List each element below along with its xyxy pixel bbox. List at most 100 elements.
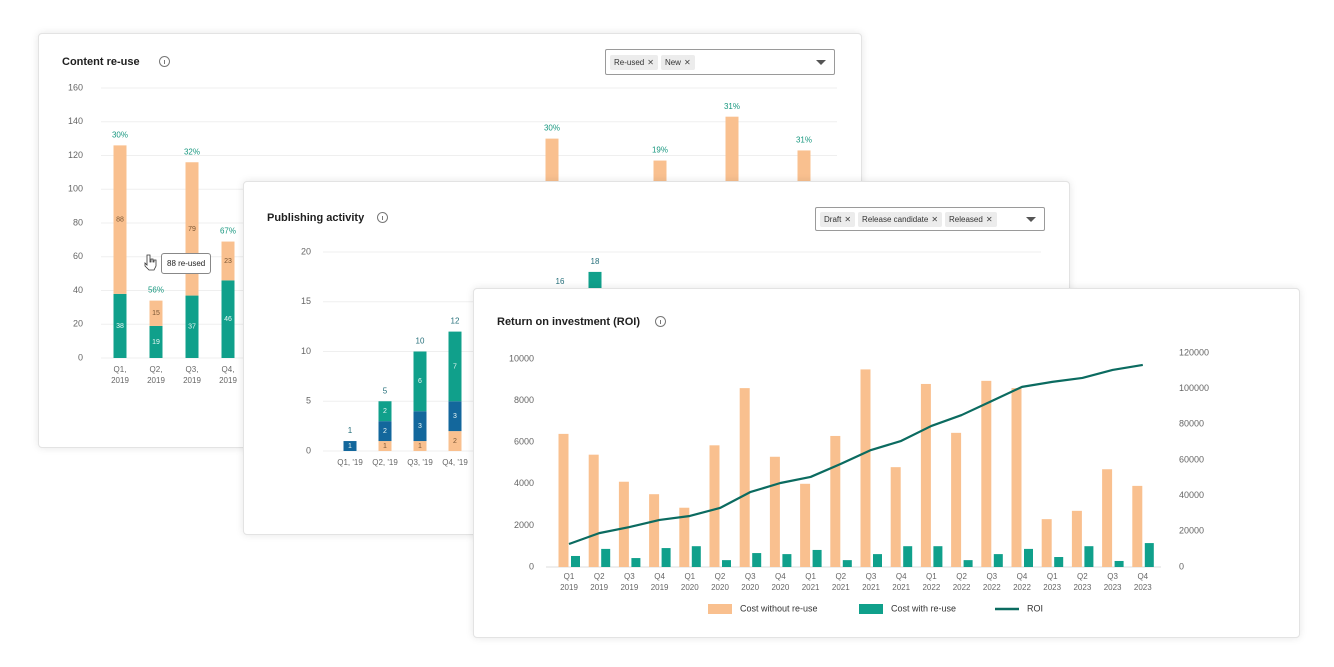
x-tick-label: Q1, '19 — [337, 458, 363, 467]
segment-label: 1 — [383, 443, 387, 450]
filter-chip[interactable]: New ✕ — [660, 54, 695, 70]
bar-segment — [413, 411, 427, 442]
y-tick-label: 0 — [78, 352, 83, 362]
bar — [1024, 548, 1033, 567]
bar — [933, 546, 943, 567]
filter-chip[interactable]: Draft ✕ — [820, 211, 856, 227]
segment-label: 2 — [383, 428, 387, 435]
remove-icon[interactable]: ✕ — [647, 57, 654, 67]
bar — [769, 456, 780, 567]
bar — [800, 483, 811, 567]
bar-top-label: 31% — [724, 102, 740, 111]
x-tick-label: Q3 2021 — [862, 572, 880, 592]
x-tick-label: Q2 2020 — [711, 572, 729, 592]
x-tick-label: Q4, 2019 — [219, 365, 237, 385]
bar-top-label: 31% — [796, 136, 812, 145]
y-tick-label: 0 — [306, 445, 311, 455]
segment-label: 46 — [224, 316, 232, 323]
info-icon[interactable] — [159, 56, 170, 67]
chart-title: Publishing activity — [267, 212, 365, 224]
bar — [981, 380, 992, 567]
bar — [631, 558, 641, 567]
bar — [1132, 485, 1143, 567]
legend-label: ROI — [1027, 603, 1043, 613]
x-tick-label: Q2, 2019 — [147, 365, 165, 385]
bar-top-label: 12 — [451, 317, 460, 326]
bar — [951, 432, 962, 567]
segment-label: 1 — [418, 443, 422, 450]
tooltip: 88 re-used — [161, 253, 212, 274]
bar — [1054, 557, 1064, 567]
x-tick-label: Q1 2021 — [801, 572, 820, 592]
info-icon[interactable] — [655, 316, 666, 327]
filter-select[interactable]: Draft ✕ Release candidate ✕ Released ✕ — [815, 207, 1045, 231]
bar-segment — [448, 431, 462, 451]
bar-top-label: 32% — [184, 147, 200, 156]
y2-tick-label: 60000 — [1179, 454, 1204, 464]
y-tick-label: 8000 — [514, 395, 534, 405]
bar — [860, 369, 871, 567]
segment-label: 79 — [188, 226, 196, 233]
y-tick-label: 60 — [73, 251, 83, 261]
bar — [1144, 543, 1154, 567]
y-tick-label: 40 — [73, 285, 83, 295]
y-tick-label: 4000 — [514, 478, 534, 488]
bar-segment — [413, 351, 427, 412]
bar — [830, 435, 841, 567]
bar-segment — [221, 280, 235, 358]
segment-label: 2 — [453, 438, 457, 445]
y2-tick-label: 20000 — [1179, 526, 1204, 536]
x-tick-label: Q2 2021 — [831, 572, 850, 592]
info-icon[interactable] — [377, 212, 388, 223]
x-tick-label: Q3 2023 — [1103, 572, 1122, 592]
y-tick-label: 0 — [529, 561, 534, 571]
y-tick-label: 6000 — [514, 437, 534, 447]
y-tick-label: 5 — [306, 396, 311, 406]
filter-chip[interactable]: Release candidate ✕ — [858, 211, 943, 227]
bar-top-label: 16 — [556, 277, 565, 286]
filter-chip[interactable]: Re-used ✕ — [610, 54, 658, 70]
remove-icon[interactable]: ✕ — [931, 214, 939, 224]
segment-label: 7 — [453, 363, 457, 370]
segment-label: 88 — [116, 216, 124, 223]
chart-title: Return on investment (ROI) — [497, 316, 641, 328]
filter-chip[interactable]: Released ✕ — [945, 211, 997, 227]
remove-icon[interactable]: ✕ — [683, 57, 691, 67]
bar — [709, 445, 720, 567]
segment-label: 3 — [418, 423, 422, 430]
remove-icon[interactable]: ✕ — [844, 214, 852, 224]
bar-segment — [113, 293, 127, 358]
bar — [890, 467, 901, 567]
x-tick-label: Q4 2019 — [650, 572, 669, 592]
filter-select[interactable]: Re-used ✕ New ✕ — [605, 49, 835, 75]
x-tick-label: Q4 2020 — [771, 572, 790, 592]
bar — [782, 554, 792, 567]
x-tick-label: Q3 2019 — [620, 572, 639, 592]
bar-segment — [378, 401, 392, 422]
x-tick-label: Q1 2022 — [922, 572, 941, 592]
bar — [873, 554, 882, 567]
x-tick-label: Q1, 2019 — [111, 365, 129, 385]
bar-segment — [378, 441, 392, 451]
bar — [752, 553, 762, 567]
bar-segment — [113, 145, 127, 294]
remove-icon[interactable]: ✕ — [985, 214, 993, 224]
y-tick-label: 20 — [301, 246, 311, 256]
bar-top-label: 67% — [220, 227, 236, 236]
y-tick-label: 120 — [68, 150, 83, 160]
bar — [618, 481, 629, 567]
x-tick-label: Q3 2022 — [982, 572, 1001, 592]
chip-label: Draft — [824, 214, 842, 224]
bar — [903, 546, 913, 567]
bar — [1071, 510, 1082, 567]
y-tick-label: 10000 — [509, 353, 534, 363]
chip-label: Release candidate — [862, 214, 929, 224]
bar-segment — [221, 241, 235, 281]
y-tick-label: 100 — [68, 184, 83, 194]
bar — [993, 554, 1003, 567]
y2-tick-label: 100000 — [1179, 383, 1209, 393]
bar-top-label: 18 — [591, 257, 600, 266]
bar — [649, 494, 660, 567]
bar — [842, 560, 852, 567]
bar — [558, 433, 569, 567]
